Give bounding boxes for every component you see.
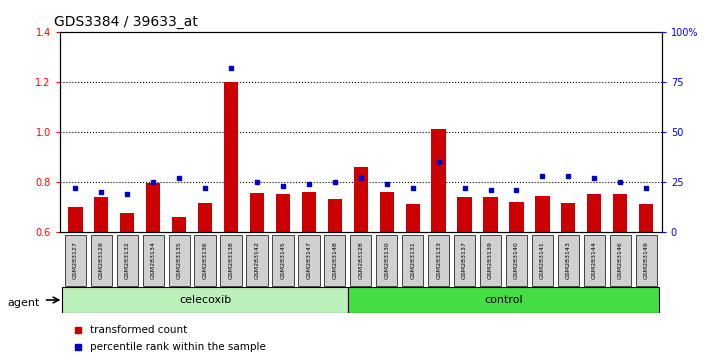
Bar (379, 192, 394, 232)
Bar (198, 203, 213, 232)
Bar (432, 129, 446, 232)
Text: transformed count: transformed count (90, 325, 187, 335)
Text: GSM283137: GSM283137 (462, 241, 467, 279)
Bar (328, 199, 342, 232)
FancyBboxPatch shape (506, 235, 527, 286)
FancyBboxPatch shape (428, 235, 449, 286)
Text: GSM283140: GSM283140 (514, 241, 519, 279)
Bar (276, 194, 290, 232)
FancyBboxPatch shape (168, 235, 190, 286)
Bar (406, 204, 420, 232)
FancyBboxPatch shape (350, 235, 372, 286)
FancyBboxPatch shape (298, 235, 320, 286)
Text: GSM283147: GSM283147 (306, 241, 311, 279)
Text: GSM283145: GSM283145 (280, 241, 285, 279)
FancyBboxPatch shape (348, 287, 659, 313)
Bar (224, 82, 238, 232)
Text: GSM283127: GSM283127 (73, 241, 78, 279)
FancyBboxPatch shape (246, 235, 268, 286)
Text: GSM283136: GSM283136 (203, 241, 208, 279)
Bar (535, 196, 550, 232)
Text: GSM283142: GSM283142 (255, 241, 260, 279)
FancyBboxPatch shape (325, 235, 346, 286)
Text: GDS3384 / 39633_at: GDS3384 / 39633_at (54, 16, 198, 29)
FancyBboxPatch shape (636, 235, 657, 286)
Bar (94, 197, 108, 232)
FancyBboxPatch shape (91, 235, 112, 286)
Text: GSM283134: GSM283134 (151, 241, 156, 279)
Text: GSM283130: GSM283130 (384, 241, 389, 279)
Bar (353, 167, 368, 232)
Bar (639, 204, 653, 232)
Text: GSM283128: GSM283128 (358, 241, 363, 279)
Bar (561, 203, 575, 232)
FancyBboxPatch shape (272, 235, 294, 286)
FancyBboxPatch shape (558, 235, 579, 286)
Text: GSM283144: GSM283144 (592, 241, 597, 279)
FancyBboxPatch shape (376, 235, 397, 286)
Text: GSM283132: GSM283132 (125, 241, 130, 279)
FancyBboxPatch shape (117, 235, 138, 286)
Bar (509, 202, 524, 232)
Text: GSM283146: GSM283146 (617, 241, 623, 279)
FancyBboxPatch shape (220, 235, 241, 286)
FancyBboxPatch shape (610, 235, 631, 286)
Bar (172, 217, 187, 232)
FancyBboxPatch shape (532, 235, 553, 286)
Bar (120, 213, 134, 232)
Bar (250, 193, 264, 232)
FancyBboxPatch shape (194, 235, 215, 286)
FancyBboxPatch shape (584, 235, 605, 286)
FancyBboxPatch shape (143, 235, 164, 286)
FancyBboxPatch shape (402, 235, 423, 286)
Bar (458, 197, 472, 232)
Bar (484, 197, 498, 232)
Text: GSM283133: GSM283133 (436, 241, 441, 279)
Text: GSM283141: GSM283141 (540, 241, 545, 279)
Text: GSM283149: GSM283149 (643, 241, 648, 279)
Bar (68, 207, 82, 232)
Text: control: control (484, 295, 523, 305)
Bar (613, 194, 627, 232)
Text: GSM283143: GSM283143 (566, 241, 571, 279)
FancyBboxPatch shape (63, 287, 348, 313)
Text: GSM283135: GSM283135 (177, 241, 182, 279)
Text: GSM283138: GSM283138 (229, 241, 234, 279)
Bar (587, 194, 601, 232)
Bar (302, 192, 316, 232)
Text: agent: agent (7, 298, 39, 308)
FancyBboxPatch shape (454, 235, 475, 286)
Text: GSM283139: GSM283139 (488, 241, 493, 279)
Text: percentile rank within the sample: percentile rank within the sample (90, 342, 266, 352)
Bar (146, 183, 161, 232)
FancyBboxPatch shape (65, 235, 86, 286)
Text: GSM283129: GSM283129 (99, 241, 104, 279)
Text: celecoxib: celecoxib (179, 295, 231, 305)
Text: GSM283131: GSM283131 (410, 241, 415, 279)
Text: GSM283148: GSM283148 (332, 241, 337, 279)
FancyBboxPatch shape (480, 235, 501, 286)
